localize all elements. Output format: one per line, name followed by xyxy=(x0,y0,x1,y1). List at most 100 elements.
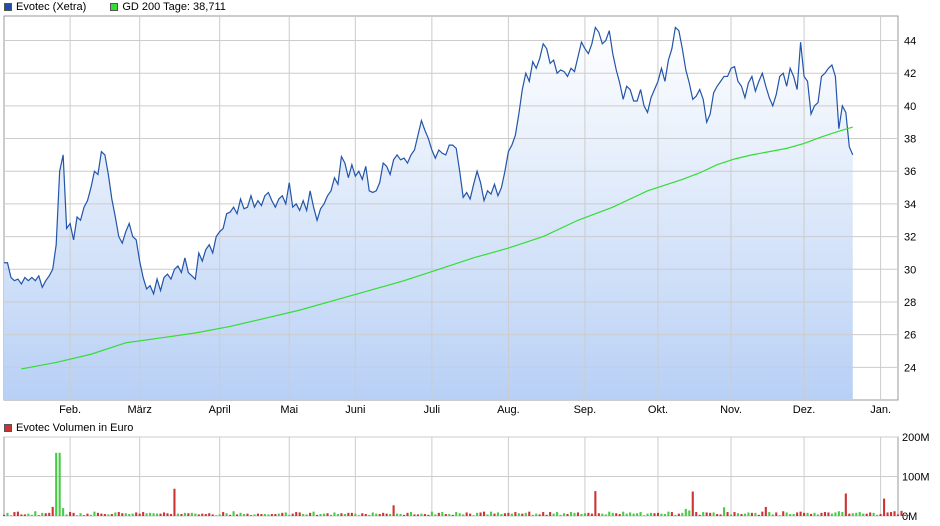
volume-bar xyxy=(159,513,162,516)
volume-bar xyxy=(117,512,120,516)
volume-bar xyxy=(893,511,896,516)
volume-bar xyxy=(225,513,228,516)
volume-bar xyxy=(876,514,879,516)
volume-bar xyxy=(455,512,458,516)
volume-bar xyxy=(489,511,493,516)
volume-bar xyxy=(900,510,903,516)
volume-bar xyxy=(684,508,687,516)
volume-y-tick-label: 100M xyxy=(902,472,930,484)
volume-bar xyxy=(559,514,562,516)
volume-bar xyxy=(649,512,653,516)
volume-bar xyxy=(869,512,872,516)
volume-bar xyxy=(319,514,322,516)
volume-bar xyxy=(89,514,93,516)
volume-bar xyxy=(420,513,423,516)
volume-bar xyxy=(58,452,61,516)
volume-bar xyxy=(96,512,99,516)
volume-bar xyxy=(632,513,635,516)
volume-bar xyxy=(576,512,580,516)
volume-bar xyxy=(34,511,37,516)
volume-bar xyxy=(674,514,677,516)
volume-bar xyxy=(121,513,124,516)
volume-bar xyxy=(865,513,868,516)
volume-bar xyxy=(448,514,451,516)
volume-bar xyxy=(549,512,552,516)
volume-bar xyxy=(705,512,708,516)
volume-bar xyxy=(486,514,489,516)
volume-bar xyxy=(670,512,673,516)
volume-bar xyxy=(521,513,524,516)
ma200-line xyxy=(21,126,853,370)
legend-label-volume: Evotec Volumen in Euro xyxy=(16,422,134,434)
volume-bar xyxy=(809,514,813,516)
price-y-tick-label: 44 xyxy=(904,36,916,48)
volume-bar xyxy=(343,514,346,516)
volume-bar xyxy=(316,514,319,516)
volume-bar xyxy=(656,512,660,516)
volume-bar xyxy=(510,513,513,516)
legend-top: Evotec (Xetra) GD 200 Tage: 38,711 xyxy=(4,0,250,14)
volume-bar xyxy=(100,513,103,516)
volume-bar xyxy=(413,514,416,516)
volume-bar xyxy=(357,515,360,516)
volume-bar xyxy=(13,512,16,516)
volume-bar xyxy=(284,512,287,516)
volume-bar xyxy=(754,512,757,516)
volume-bar xyxy=(406,512,409,516)
volume-bar xyxy=(65,514,68,516)
volume-bar xyxy=(385,513,388,516)
x-tick-label: Feb. xyxy=(59,404,81,416)
volume-bar xyxy=(44,513,47,516)
volume-bar xyxy=(493,513,496,516)
legend-swatch-ma200 xyxy=(110,3,119,11)
volume-bar xyxy=(479,512,482,516)
volume-bar xyxy=(128,514,131,516)
legend-swatch-price xyxy=(4,3,12,11)
volume-bar xyxy=(138,513,141,516)
volume-bar xyxy=(364,514,367,516)
volume-bar xyxy=(629,512,632,516)
volume-bar xyxy=(267,514,270,516)
x-tick-label: April xyxy=(209,404,231,416)
volume-bar xyxy=(476,512,479,516)
volume-bar xyxy=(496,512,500,516)
volume-bar xyxy=(535,513,538,516)
volume-bar xyxy=(156,513,159,516)
volume-bar xyxy=(757,514,760,516)
volume-bar xyxy=(653,513,656,516)
volume-bar xyxy=(368,514,371,516)
volume-bar xyxy=(639,512,642,516)
volume-bar xyxy=(469,513,472,516)
volume-bar xyxy=(503,513,506,516)
volume-bar xyxy=(820,512,823,516)
volume-bar xyxy=(858,512,861,516)
volume-bar xyxy=(256,513,259,516)
volume-bar xyxy=(764,506,767,516)
price-y-tick-label: 32 xyxy=(904,232,916,244)
volume-bar xyxy=(740,514,743,516)
volume-bar xyxy=(249,515,253,516)
volume-bar xyxy=(354,513,357,516)
volume-bar xyxy=(883,498,886,516)
price-y-tick-label: 38 xyxy=(904,134,916,146)
volume-bar xyxy=(295,512,298,516)
volume-bar xyxy=(305,514,308,516)
volume-bar xyxy=(462,514,465,516)
volume-bar xyxy=(298,512,301,516)
volume-bar xyxy=(771,514,774,516)
volume-bar xyxy=(20,514,23,516)
volume-bar xyxy=(712,512,715,516)
volume-bar xyxy=(698,514,701,516)
volume-bar xyxy=(281,512,284,516)
volume-bar xyxy=(695,512,698,516)
volume-bar xyxy=(625,513,628,516)
volume-bar xyxy=(312,511,315,516)
x-tick-label: Juni xyxy=(345,404,365,416)
price-y-tick-label: 34 xyxy=(904,199,916,211)
volume-bar xyxy=(837,511,840,516)
volume-bar xyxy=(622,511,625,516)
volume-bar xyxy=(441,512,444,516)
volume-y-tick-label: 200M xyxy=(902,432,930,444)
price-area-fill xyxy=(4,27,853,400)
